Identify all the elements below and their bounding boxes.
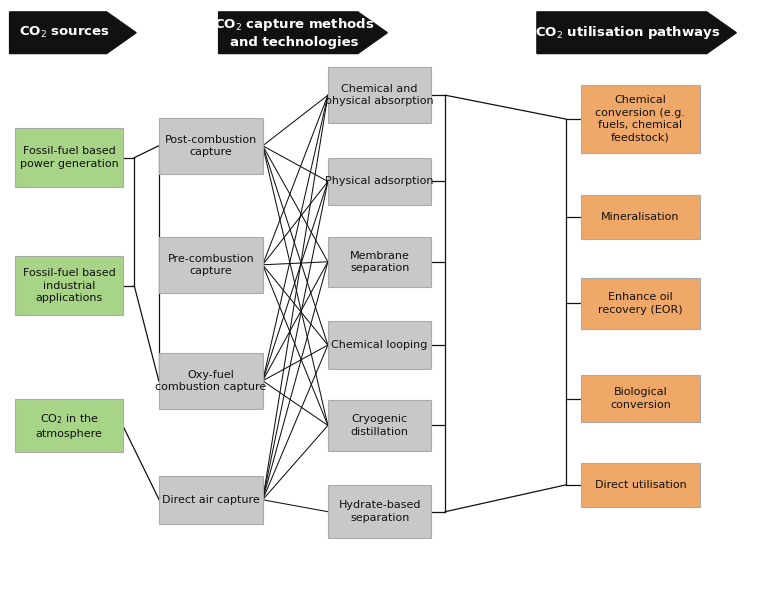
Text: CO$_2$ in the
atmosphere: CO$_2$ in the atmosphere	[35, 412, 103, 439]
Bar	[328, 67, 431, 124]
Bar	[581, 375, 700, 422]
Text: Enhance oil
recovery (EOR): Enhance oil recovery (EOR)	[598, 292, 683, 315]
Text: Physical adsorption: Physical adsorption	[325, 177, 434, 186]
Bar	[328, 400, 431, 451]
Bar	[328, 236, 431, 287]
Text: Pre-combustion
capture: Pre-combustion capture	[167, 253, 255, 276]
Bar	[581, 463, 700, 507]
Text: Chemical looping: Chemical looping	[331, 340, 428, 350]
Polygon shape	[9, 12, 136, 54]
Text: Fossil-fuel based
power generation: Fossil-fuel based power generation	[20, 146, 118, 169]
Text: Membrane
separation: Membrane separation	[350, 250, 410, 273]
Text: Mineralisation: Mineralisation	[601, 212, 680, 222]
Bar	[160, 476, 262, 524]
Bar	[160, 352, 262, 409]
Bar	[160, 117, 262, 174]
Text: Hydrate-based
separation: Hydrate-based separation	[338, 500, 421, 523]
Bar	[581, 278, 700, 328]
Bar	[328, 321, 431, 369]
Text: Post-combustion
capture: Post-combustion capture	[165, 134, 257, 157]
Text: Fossil-fuel based
industrial
applications: Fossil-fuel based industrial application…	[23, 268, 115, 303]
Text: CO$_2$ sources: CO$_2$ sources	[18, 25, 110, 40]
Bar	[160, 236, 262, 293]
Text: Oxy-fuel
combustion capture: Oxy-fuel combustion capture	[155, 369, 267, 392]
Bar	[15, 399, 123, 452]
Text: Direct air capture: Direct air capture	[162, 495, 260, 505]
Polygon shape	[219, 12, 387, 54]
Text: Direct utilisation: Direct utilisation	[594, 480, 686, 490]
Bar	[328, 485, 431, 538]
Bar	[328, 158, 431, 205]
Text: Chemical and
physical absorption: Chemical and physical absorption	[325, 84, 434, 107]
Text: Cryogenic
distillation: Cryogenic distillation	[351, 414, 409, 437]
Text: Chemical
conversion (e.g.
fuels, chemical
feedstock): Chemical conversion (e.g. fuels, chemica…	[595, 95, 686, 143]
Text: CO$_2$ capture methods
and technologies: CO$_2$ capture methods and technologies	[214, 16, 374, 49]
Bar	[581, 84, 700, 153]
Text: CO$_2$ utilisation pathways: CO$_2$ utilisation pathways	[535, 24, 720, 41]
Bar	[15, 256, 123, 315]
Bar	[581, 195, 700, 239]
Polygon shape	[537, 12, 736, 54]
Text: Biological
conversion: Biological conversion	[610, 387, 671, 410]
Bar	[15, 128, 123, 187]
